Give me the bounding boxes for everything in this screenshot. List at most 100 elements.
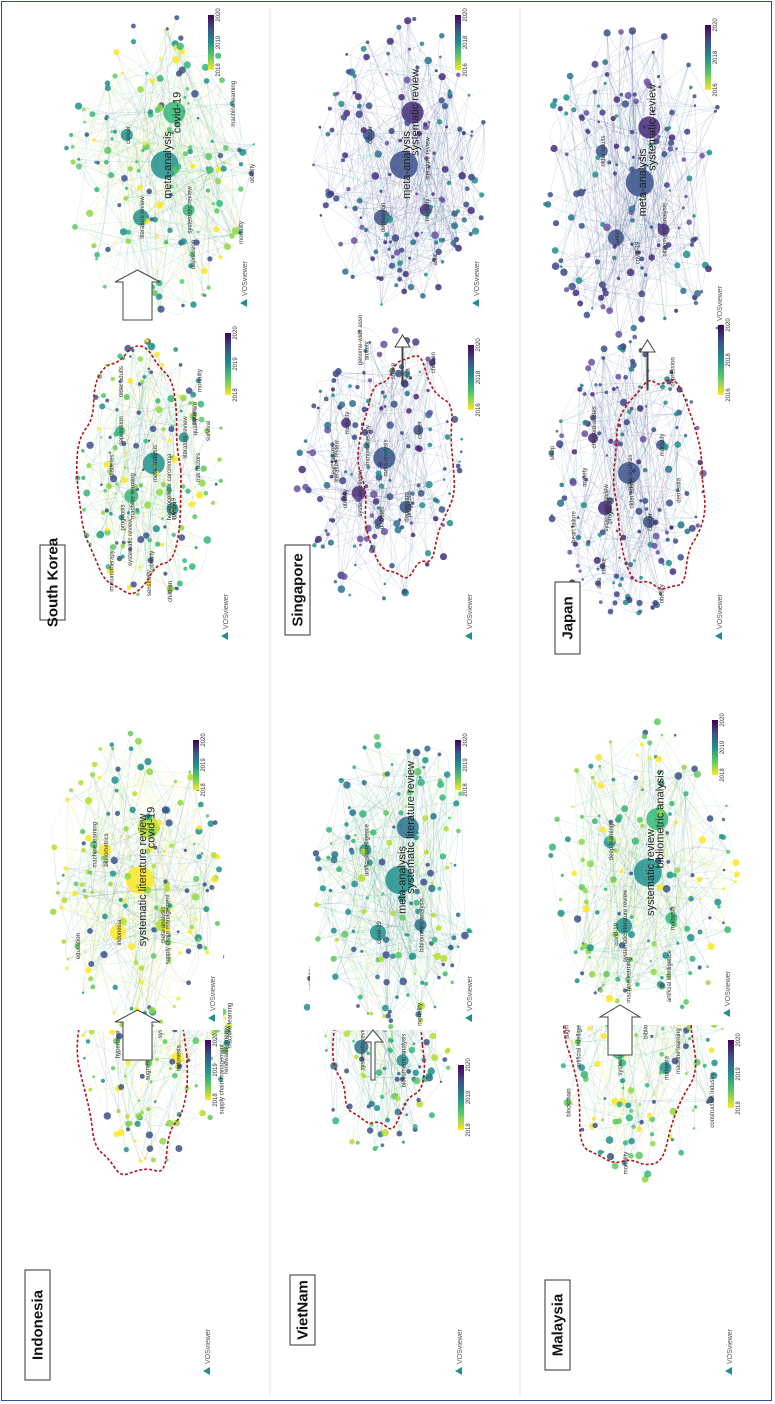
network-node <box>382 936 390 943</box>
network-node <box>378 956 385 962</box>
network-edge <box>104 409 118 466</box>
network-node <box>397 1071 401 1076</box>
network-label: systematic review <box>128 518 134 566</box>
network-node <box>135 884 140 889</box>
network-edge <box>406 1059 446 1116</box>
network-edge <box>87 774 100 873</box>
network-edge <box>101 474 221 486</box>
network-edge <box>61 844 94 908</box>
network-node <box>386 493 394 501</box>
network-node <box>156 488 164 496</box>
network-node <box>105 527 109 532</box>
network-node <box>354 93 362 101</box>
network-edge <box>109 395 180 472</box>
network-node <box>193 239 200 246</box>
network-node <box>116 1109 121 1114</box>
network-node <box>143 438 149 444</box>
network-label: risk factors <box>196 453 202 482</box>
network-node <box>65 797 70 802</box>
network-edge <box>368 105 427 159</box>
network-edge <box>401 60 429 251</box>
network-node <box>324 529 328 533</box>
network-node <box>190 163 196 169</box>
network-label: depression <box>405 492 411 521</box>
network-node <box>330 927 337 934</box>
network-node <box>406 1069 412 1074</box>
network-node <box>374 741 382 749</box>
network-edge <box>355 396 386 566</box>
network-edge <box>341 103 383 218</box>
network-node <box>425 356 431 362</box>
network-edge <box>90 1057 178 1090</box>
overview-colorbar <box>205 1040 211 1100</box>
network-node <box>191 893 200 901</box>
network-edge <box>368 444 431 468</box>
zoom-colorbar-tick: 2019 <box>201 758 207 772</box>
network-edge <box>141 768 172 846</box>
network-node <box>456 828 461 834</box>
network-edge <box>399 95 451 280</box>
network-edge <box>381 396 417 520</box>
network-edge <box>305 486 406 593</box>
network-edge <box>119 381 200 496</box>
network-edge <box>187 64 219 170</box>
network-node <box>124 872 132 880</box>
network-node <box>404 17 412 25</box>
network-edge <box>126 134 157 237</box>
network-node <box>375 470 382 477</box>
network-node <box>218 255 223 260</box>
network-node <box>145 1106 151 1112</box>
network-edge <box>381 126 427 279</box>
network-edge <box>185 153 220 204</box>
overview-colorbar-tick: 2020 <box>233 326 239 340</box>
network-edge <box>412 112 456 247</box>
network-edge <box>150 28 171 115</box>
network-edge <box>54 847 78 947</box>
network-edge <box>365 134 382 305</box>
network-edge <box>368 90 450 136</box>
network-node <box>97 775 102 780</box>
network-edge <box>57 771 191 884</box>
network-node <box>185 488 191 494</box>
network-edge <box>106 340 148 366</box>
network-edge <box>390 41 455 226</box>
network-node <box>319 885 326 892</box>
zoom-label: literature review <box>425 137 431 180</box>
network-node <box>418 1065 422 1069</box>
network-edge <box>123 396 128 543</box>
zoom-label: mortality <box>417 1003 423 1026</box>
network-edge <box>399 259 435 273</box>
network-edge <box>171 845 205 885</box>
network-edge <box>188 896 197 983</box>
network-node <box>478 215 484 221</box>
network-node <box>612 581 616 585</box>
network-node <box>132 791 138 797</box>
network-edge <box>375 175 455 226</box>
network-edge <box>90 872 207 910</box>
network-node <box>598 383 602 387</box>
network-node <box>657 223 661 227</box>
network-edge <box>399 74 459 264</box>
network-edge <box>437 493 450 506</box>
network-edge <box>121 810 167 1025</box>
network-edge <box>63 761 149 876</box>
network-node <box>372 498 380 505</box>
network-edge <box>150 114 205 296</box>
network-node <box>121 175 128 182</box>
network-node <box>88 976 94 982</box>
network-node <box>334 937 339 942</box>
network-node <box>332 973 339 980</box>
network-node <box>349 809 357 816</box>
network-edge <box>135 956 148 969</box>
network-node <box>211 202 215 206</box>
network-edge <box>170 194 199 233</box>
network-node <box>95 257 98 261</box>
network-node <box>692 94 697 99</box>
network-node <box>432 497 438 503</box>
network-node <box>459 156 464 160</box>
network-edge <box>83 475 206 494</box>
network-edge <box>337 72 387 94</box>
network-node <box>203 946 208 951</box>
network-node <box>203 906 210 913</box>
